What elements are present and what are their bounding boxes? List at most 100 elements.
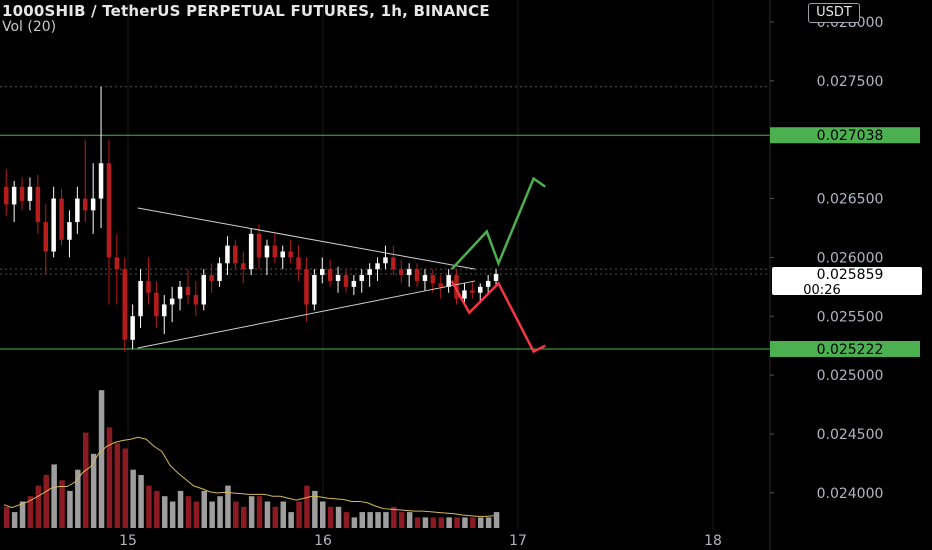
volume-bar — [90, 453, 97, 528]
candle-body — [375, 263, 380, 270]
volume-bar — [272, 506, 279, 528]
candle-body — [351, 280, 357, 287]
volume-bar — [335, 506, 342, 528]
level-price-tag[interactable] — [770, 340, 920, 357]
triangle-upper-line[interactable] — [137, 207, 476, 270]
candle-body — [327, 269, 333, 281]
price-tick-label: 0.024000 — [817, 486, 884, 502]
volume-bar — [256, 496, 263, 528]
candle-body — [446, 275, 451, 287]
time-axis-label: 15 — [119, 533, 137, 549]
volume-bar — [98, 390, 105, 528]
volume-bar — [162, 496, 168, 528]
volume-bar — [383, 512, 389, 528]
price-tick-label: 0.025500 — [817, 309, 884, 325]
candle-body — [454, 275, 459, 299]
candle-body — [130, 316, 135, 340]
candle-body — [248, 233, 254, 270]
time-axis-label: 16 — [314, 533, 332, 549]
volume-bar — [320, 501, 326, 528]
volume-bar — [367, 512, 373, 528]
volume-bar — [406, 512, 413, 528]
candle-body — [83, 198, 88, 211]
volume-bar — [35, 485, 42, 528]
candle-body — [438, 283, 443, 287]
volume-bar — [75, 469, 81, 528]
candle-body — [391, 257, 396, 270]
volume-bar — [312, 490, 318, 528]
volume-bar — [446, 517, 452, 528]
candle-body — [209, 275, 214, 281]
candle-body — [67, 222, 72, 240]
candle-body — [59, 198, 64, 240]
price-tick-label: 0.024500 — [817, 427, 884, 443]
candle-body — [430, 275, 436, 284]
volume-bar — [154, 490, 160, 528]
volume-bars — [4, 390, 500, 528]
volume-bar — [106, 427, 113, 528]
volume-bar — [375, 512, 381, 528]
volume-bar — [327, 506, 334, 528]
volume-bar — [304, 485, 310, 528]
candle-body — [138, 280, 143, 317]
volume-bar — [478, 517, 484, 528]
volume-bar — [185, 496, 192, 528]
volume-bar — [225, 485, 231, 528]
volume-bar — [83, 432, 89, 528]
candle-body — [4, 186, 9, 205]
volume-indicator-label[interactable]: Vol (20) — [2, 19, 57, 35]
candle-body — [193, 295, 199, 305]
candle-body — [383, 257, 388, 264]
volume-bar — [4, 506, 10, 528]
volume-bar — [193, 501, 200, 528]
time-axis[interactable]: 15 16 17 18 — [119, 533, 722, 549]
bullish-arrow-path[interactable] — [450, 176, 547, 271]
candle-body — [406, 269, 412, 276]
candle-body — [98, 163, 104, 199]
volume-bar — [391, 506, 397, 528]
candle-body — [90, 198, 96, 211]
candle-body — [154, 292, 159, 317]
candle-body — [11, 186, 17, 205]
candle-body — [335, 275, 341, 281]
price-tick-label: 0.027500 — [817, 74, 884, 90]
currency-button[interactable]: USDT — [808, 3, 860, 23]
volume-bar — [351, 517, 358, 528]
price-tick-label: 0.025000 — [817, 368, 884, 384]
volume-bar — [177, 490, 184, 528]
horizontal-levels[interactable] — [0, 134, 770, 350]
volume-bar — [414, 517, 421, 528]
time-axis-label: 17 — [509, 533, 527, 549]
candle-body — [114, 257, 120, 270]
triangle-lower-line[interactable] — [137, 280, 476, 349]
candle-body — [162, 304, 167, 317]
price-axis[interactable]: 0.0280000.0275000.0270380.0265000.026000… — [769, 0, 922, 550]
volume-bar — [288, 512, 294, 528]
level-price-tag[interactable] — [770, 127, 920, 144]
volume-bar — [399, 512, 405, 528]
candle-body — [462, 290, 467, 299]
volume-ma-line — [3, 436, 494, 517]
bearish-arrow-path[interactable] — [450, 280, 546, 354]
volume-bar — [430, 517, 437, 528]
volume-bar — [296, 501, 302, 528]
volume-bar — [241, 506, 247, 528]
volume-bar — [280, 501, 286, 528]
drawings[interactable] — [137, 176, 547, 354]
volume-bar — [114, 443, 121, 528]
volume-bar — [59, 480, 65, 528]
last-price-tag[interactable] — [772, 266, 922, 295]
candle-body — [296, 257, 301, 270]
price-tick-label: 0.026500 — [817, 192, 884, 208]
candle-body — [288, 251, 293, 258]
candle-body — [122, 269, 127, 340]
candle-body — [367, 269, 372, 276]
candle-body — [343, 275, 349, 287]
candle-body — [280, 251, 285, 258]
volume-bar — [146, 485, 152, 528]
volume-bar — [359, 512, 365, 528]
volume-bar — [51, 464, 57, 528]
candle-body — [485, 280, 491, 287]
candle-body — [146, 280, 151, 293]
